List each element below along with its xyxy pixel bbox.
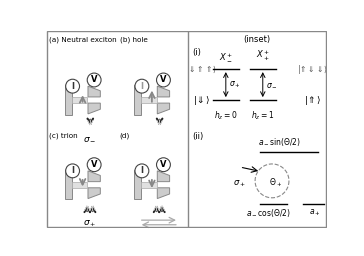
Text: (i): (i) — [193, 48, 202, 57]
Polygon shape — [157, 171, 170, 182]
Bar — [72, 182, 87, 188]
Text: $|\!\Uparrow\rangle$: $|\!\Uparrow\rangle$ — [304, 93, 321, 106]
Bar — [134, 86, 141, 115]
Text: $h_z{=}1$: $h_z{=}1$ — [251, 109, 274, 122]
Text: (b) hole: (b) hole — [119, 37, 147, 43]
Text: $X^+_-$: $X^+_-$ — [219, 51, 233, 63]
Text: I: I — [141, 82, 143, 91]
Circle shape — [66, 79, 79, 93]
Polygon shape — [88, 171, 100, 182]
Text: (c) trion: (c) trion — [49, 132, 77, 139]
Circle shape — [66, 164, 79, 178]
Text: $\sigma_-$: $\sigma_-$ — [83, 134, 96, 143]
Text: V: V — [91, 160, 98, 169]
Text: $a_-\cos(\Theta/2)$: $a_-\cos(\Theta/2)$ — [246, 208, 290, 219]
Text: I: I — [71, 82, 74, 91]
Polygon shape — [88, 103, 100, 114]
Bar — [65, 170, 72, 199]
Text: $\sigma_+$: $\sigma_+$ — [83, 219, 96, 229]
Text: $X^+_+$: $X^+_+$ — [256, 49, 270, 63]
Bar — [141, 182, 157, 188]
Text: (ii): (ii) — [193, 132, 204, 141]
Polygon shape — [88, 188, 100, 199]
Polygon shape — [157, 86, 170, 97]
Text: I: I — [71, 166, 74, 175]
Bar — [65, 86, 72, 115]
Text: $\sigma_+$: $\sigma_+$ — [229, 79, 241, 90]
Circle shape — [135, 164, 149, 178]
Text: $h_z{=}0$: $h_z{=}0$ — [214, 109, 238, 122]
Polygon shape — [157, 188, 170, 199]
Text: $\Theta_+$: $\Theta_+$ — [269, 176, 282, 189]
Text: $a_+$: $a_+$ — [309, 208, 320, 218]
Text: V: V — [91, 76, 98, 84]
Text: $|\!\Uparrow\!\Downarrow\!\Downarrow\rangle$: $|\!\Uparrow\!\Downarrow\!\Downarrow\ran… — [297, 63, 328, 76]
Circle shape — [87, 73, 101, 87]
Bar — [134, 170, 141, 199]
Text: V: V — [160, 76, 167, 84]
Bar — [141, 97, 157, 103]
Circle shape — [135, 79, 149, 93]
Text: V: V — [160, 160, 167, 169]
Bar — [72, 97, 87, 103]
Text: (a) Neutral exciton: (a) Neutral exciton — [49, 37, 116, 43]
Circle shape — [157, 73, 170, 87]
Text: $\sigma_+$: $\sigma_+$ — [233, 179, 246, 189]
Polygon shape — [88, 86, 100, 97]
Text: (d): (d) — [119, 132, 130, 139]
Circle shape — [87, 158, 101, 172]
Text: $a_-\sin(\Theta/2)$: $a_-\sin(\Theta/2)$ — [258, 136, 301, 148]
Circle shape — [157, 158, 170, 172]
Text: I: I — [141, 166, 143, 175]
Polygon shape — [157, 103, 170, 114]
Text: (inset): (inset) — [243, 35, 270, 44]
Text: $|\!\Downarrow\!\Uparrow\!\Uparrow\rangle$: $|\!\Downarrow\!\Uparrow\!\Uparrow\rangl… — [186, 63, 218, 76]
Text: $\sigma_-$: $\sigma_-$ — [266, 80, 278, 89]
Text: $|\!\Downarrow\rangle$: $|\!\Downarrow\rangle$ — [193, 93, 211, 106]
